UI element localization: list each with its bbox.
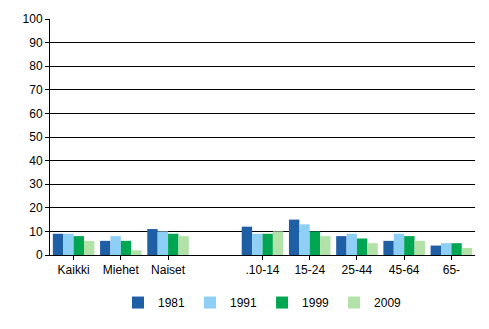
svg-text:100: 100 [23,12,43,26]
svg-text:Naiset: Naiset [151,263,186,277]
svg-text:50: 50 [29,130,43,144]
svg-text:15-24: 15-24 [294,263,325,277]
svg-text:45-64: 45-64 [389,263,420,277]
svg-text:20: 20 [29,201,43,215]
svg-text:1999: 1999 [302,296,329,310]
svg-text:80: 80 [29,59,43,73]
svg-text:10: 10 [29,225,43,239]
svg-text:60: 60 [29,107,43,121]
svg-text:Kaikki: Kaikki [58,263,90,277]
svg-text:25-44: 25-44 [342,263,373,277]
svg-text:40: 40 [29,154,43,168]
svg-text:2009: 2009 [374,296,401,310]
svg-text:90: 90 [29,36,43,50]
svg-text:Miehet: Miehet [103,263,140,277]
svg-text:30: 30 [29,177,43,191]
svg-text:1981: 1981 [158,296,185,310]
svg-text:0: 0 [36,248,43,262]
svg-text:70: 70 [29,83,43,97]
svg-text:1991: 1991 [230,296,257,310]
svg-text:65-: 65- [443,263,460,277]
svg-text:.10-14: .10-14 [245,263,279,277]
